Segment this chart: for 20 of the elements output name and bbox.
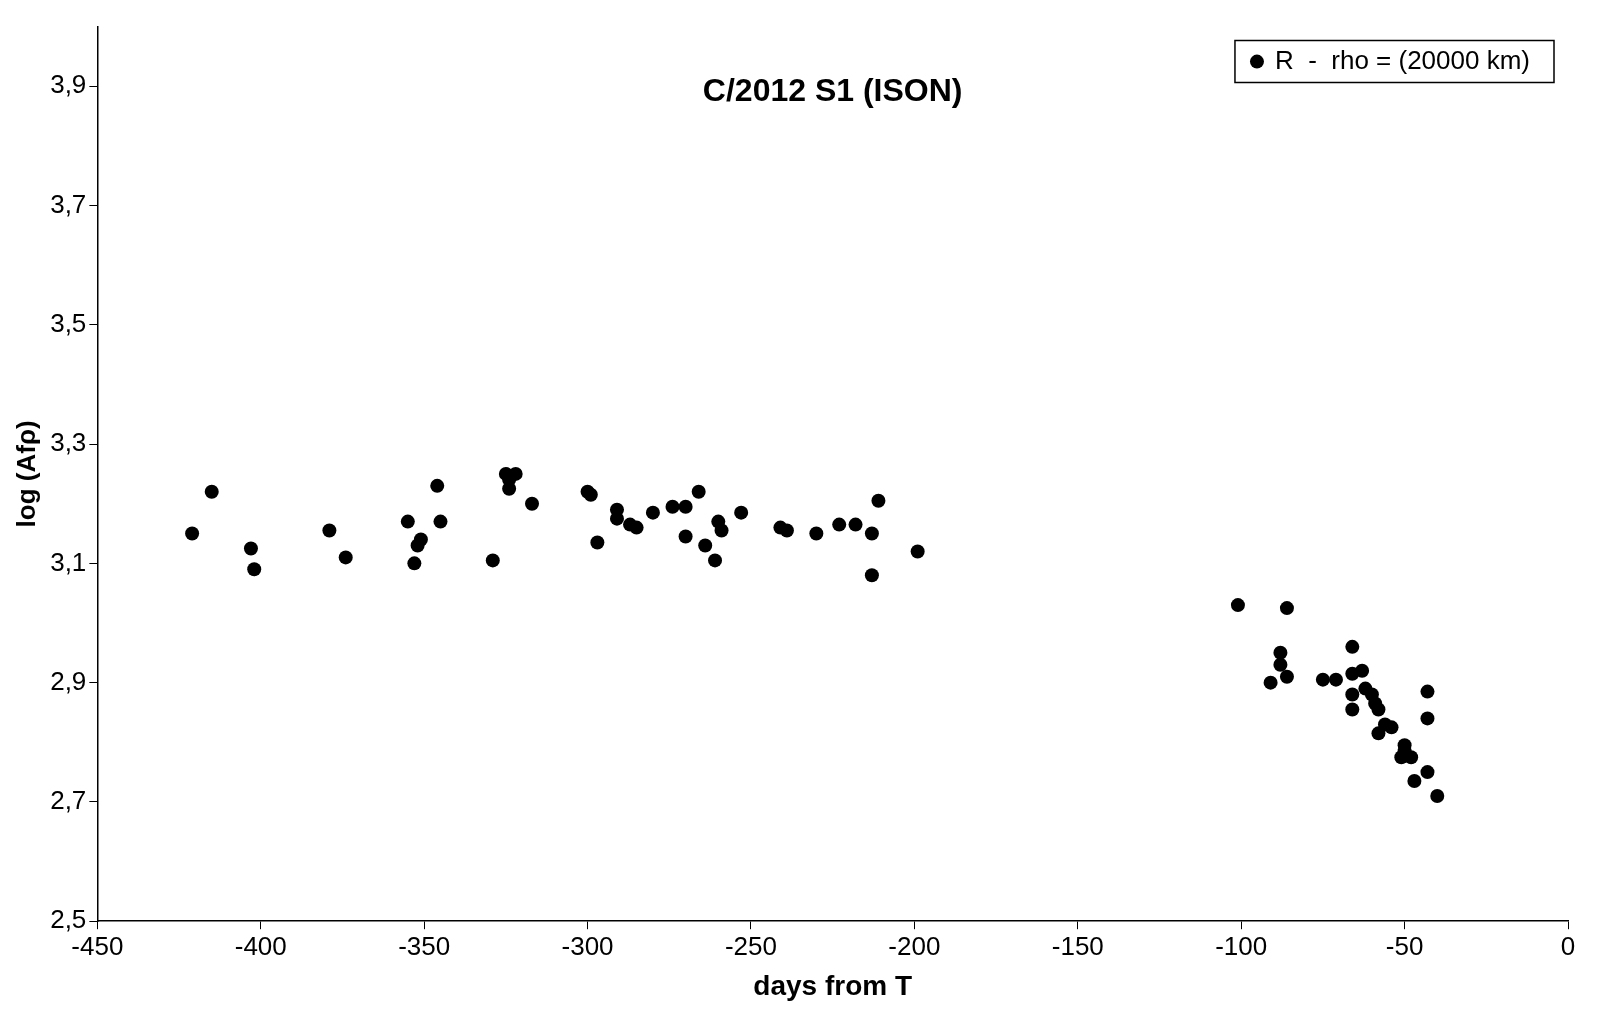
x-tick-label: -300: [561, 930, 614, 961]
y-tick-label: 3,5: [50, 307, 87, 338]
y-tick-label: 3,3: [50, 427, 87, 458]
y-tick-label: 3,7: [50, 188, 87, 219]
y-tick-label: 3,1: [50, 546, 87, 577]
y-tick-label: 3,9: [50, 69, 87, 100]
x-tick-label: 0: [1560, 930, 1576, 961]
y-axis-title: log (Afρ): [10, 420, 41, 528]
x-axis-title: days from T: [753, 969, 913, 1001]
x-tick-label: -400: [234, 930, 287, 961]
x-tick-label: -350: [398, 930, 451, 961]
x-tick-label: -50: [1385, 930, 1424, 961]
text: C/2012 S1 (ISON): [702, 72, 963, 109]
x-tick-label: -100: [1215, 930, 1268, 961]
legend-label: R - rho = (20000 km): [1274, 44, 1531, 75]
x-tick-label: -150: [1051, 930, 1104, 961]
y-tick-label: 2,7: [50, 785, 87, 816]
x-tick-label: -200: [888, 930, 941, 961]
x-tick-label: -250: [724, 930, 777, 961]
y-tick-label: 2,9: [50, 665, 87, 696]
